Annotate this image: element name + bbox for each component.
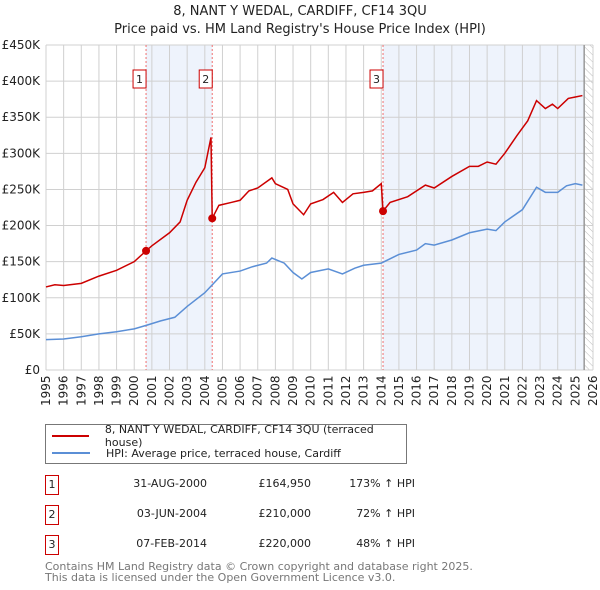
- sale-price: £220,000: [258, 537, 312, 550]
- x-tick-label: 2011: [321, 375, 335, 406]
- sale-price: £210,000: [258, 507, 312, 520]
- x-tick-label: 2009: [286, 375, 300, 406]
- sale-row: 1 31-AUG-2000 £164,950 173% ↑ HPI: [45, 475, 445, 495]
- sale-marker-box: [369, 69, 384, 89]
- sale-marker-box: 2: [45, 505, 59, 525]
- series-line: [45, 182, 583, 341]
- sale-marker-box: [132, 69, 147, 89]
- sale-marker-box: [198, 69, 213, 89]
- footer: Contains HM Land Registry data © Crown c…: [45, 561, 473, 583]
- chart-subtitle: Price paid vs. HM Land Registry's House …: [114, 22, 486, 37]
- x-tick-label: 2001: [145, 375, 159, 406]
- x-tick-label: 2005: [215, 375, 229, 406]
- x-tick-label: 2020: [480, 375, 494, 406]
- x-tick-label: 2021: [498, 375, 512, 406]
- sale-hpi: 72% ↑ HPI: [356, 507, 415, 520]
- legend-swatch-blue: [52, 452, 90, 454]
- x-tick-label: 2016: [410, 375, 424, 406]
- sale-date: 03-JUN-2004: [136, 507, 207, 520]
- footer-line: Contains HM Land Registry data © Crown c…: [45, 560, 473, 573]
- x-tick-label: 2024: [551, 375, 565, 406]
- x-tick-label: 2004: [198, 375, 212, 406]
- x-tick-label: 2002: [163, 375, 177, 406]
- x-tick-label: 2014: [374, 375, 388, 406]
- legend-item-hpi: HPI: Average price, terraced house, Card…: [52, 445, 341, 461]
- legend-label: HPI: Average price, terraced house, Card…: [106, 446, 341, 460]
- plot-area: 1995 1996 1997 1998 1999 2000 2001 2002 2003 2004…: [2, 38, 600, 406]
- sale-marker-box: 3: [45, 535, 59, 555]
- sale-row: 2 03-JUN-2004 £210,000 72% ↑ HPI: [45, 505, 445, 525]
- sale-marker-label: 2: [202, 73, 209, 86]
- x-tick-label: 1995: [39, 375, 53, 406]
- y-tick-label: £150K: [2, 255, 42, 269]
- sale-date: 31-AUG-2000: [133, 477, 207, 490]
- sale-point: [379, 207, 388, 216]
- x-tick-label: 1996: [57, 375, 71, 406]
- y-tick-label: £400K: [2, 74, 42, 88]
- x-tick-label: 2013: [357, 375, 371, 406]
- x-tick-label: 2017: [427, 375, 441, 406]
- x-tick-label: 2022: [515, 375, 529, 406]
- y-tick-label: £200K: [2, 219, 42, 233]
- x-tick-label: 2019: [462, 375, 476, 406]
- y-tick-label: £450K: [2, 38, 42, 52]
- x-tick-label: 2023: [533, 375, 547, 406]
- x-tick-label: 2010: [304, 375, 318, 406]
- legend-swatch-red: [52, 435, 89, 437]
- y-tick-label: £300K: [2, 146, 42, 160]
- x-tick-label: 2026: [586, 375, 600, 406]
- y-tick-label: £50K: [9, 327, 41, 341]
- legend-label: 8, NANT Y WEDAL, CARDIFF, CF14 3QU (terr…: [104, 423, 374, 449]
- sale-hpi: 173% ↑ HPI: [349, 477, 415, 490]
- x-tick-label: 2025: [568, 375, 582, 406]
- sale-point: [208, 214, 217, 223]
- shaded-period: [383, 45, 585, 370]
- x-tick-label: 2006: [233, 375, 247, 406]
- x-tick-label: 1999: [110, 375, 124, 406]
- sale-date: 07-FEB-2014: [136, 537, 207, 550]
- y-tick-label: £250K: [2, 182, 42, 196]
- legend: 8, NANT Y WEDAL, CARDIFF, CF14 3QU (terr…: [45, 423, 407, 464]
- sale-marker-box: 1: [45, 475, 59, 495]
- sale-marker-label: 3: [373, 73, 380, 86]
- x-tick-label: 2007: [251, 375, 265, 406]
- y-tick-label: £0: [25, 363, 40, 377]
- footer-line: This data is licensed under the Open Gov…: [45, 571, 396, 584]
- sale-marker-label: 1: [136, 73, 143, 86]
- x-tick-label: 2015: [392, 375, 406, 406]
- x-tick-label: 2018: [445, 375, 459, 406]
- y-tick-label: £350K: [2, 110, 42, 124]
- forecast-hatch: [584, 45, 593, 370]
- sale-price: £164,950: [258, 477, 312, 490]
- sale-row: 3 07-FEB-2014 £220,000 48% ↑ HPI: [45, 535, 445, 555]
- y-tick-label: £100K: [2, 291, 42, 305]
- x-tick-label: 2000: [127, 375, 141, 406]
- x-tick-label: 2012: [339, 375, 353, 406]
- x-tick-label: 2008: [268, 375, 282, 406]
- sale-hpi: 48% ↑ HPI: [356, 537, 415, 550]
- sale-point: [142, 246, 151, 255]
- legend-item-property: 8, NANT Y WEDAL, CARDIFF, CF14 3QU (terr…: [52, 423, 406, 449]
- chart-title: 8, NANT Y WEDAL, CARDIFF, CF14 3QU: [173, 4, 427, 19]
- x-tick-label: 2003: [180, 375, 194, 406]
- series-line: [45, 94, 583, 288]
- shaded-period: [146, 45, 213, 370]
- x-tick-label: 1997: [74, 375, 88, 406]
- x-tick-label: 1998: [92, 375, 106, 406]
